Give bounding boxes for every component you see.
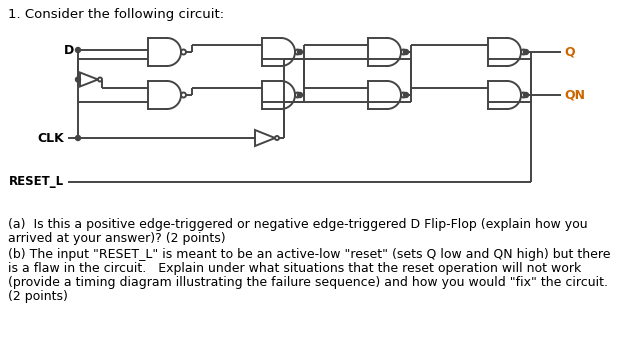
Text: (b) The input "RESET_L" is meant to be an active-low "reset" (sets Q low and QN : (b) The input "RESET_L" is meant to be a… — [8, 248, 610, 261]
Text: RESET_L: RESET_L — [9, 175, 64, 188]
Circle shape — [403, 49, 408, 55]
Circle shape — [297, 92, 303, 97]
Circle shape — [76, 77, 81, 82]
Text: QN: QN — [564, 88, 585, 101]
Text: Q: Q — [564, 45, 574, 58]
Text: is a flaw in the circuit.   Explain under what situations that the reset operati: is a flaw in the circuit. Explain under … — [8, 262, 581, 275]
Circle shape — [524, 49, 528, 55]
Text: 1. Consider the following circuit:: 1. Consider the following circuit: — [8, 8, 224, 21]
Text: (a)  Is this a positive edge-triggered or negative edge-triggered D Flip-Flop (e: (a) Is this a positive edge-triggered or… — [8, 218, 588, 231]
Circle shape — [403, 92, 408, 97]
Text: D: D — [63, 43, 74, 57]
Text: arrived at your answer)? (2 points): arrived at your answer)? (2 points) — [8, 232, 226, 245]
Text: (2 points): (2 points) — [8, 290, 68, 303]
Text: (provide a timing diagram illustrating the failure sequence) and how you would ": (provide a timing diagram illustrating t… — [8, 276, 608, 289]
Circle shape — [297, 49, 303, 55]
Circle shape — [524, 92, 528, 97]
Text: CLK: CLK — [37, 131, 64, 144]
Circle shape — [76, 135, 81, 140]
Circle shape — [76, 48, 81, 52]
